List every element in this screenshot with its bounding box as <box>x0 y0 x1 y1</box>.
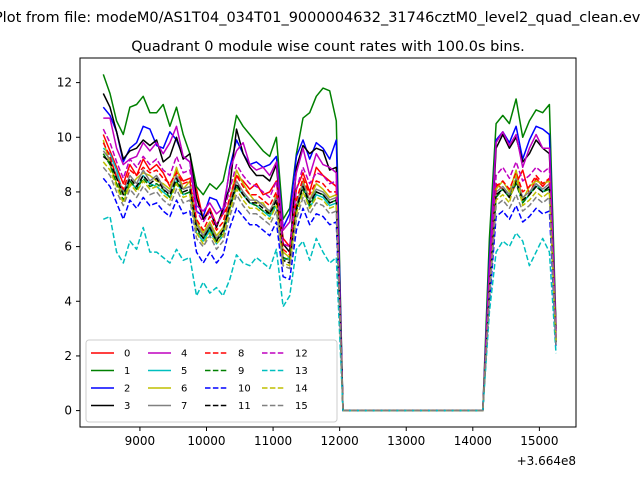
series-line-11 <box>102 155 557 412</box>
series-line-8 <box>102 142 557 412</box>
y-tick-label: 6 <box>64 240 72 254</box>
x-tick-label: 12000 <box>321 434 359 448</box>
legend-label-13: 13 <box>295 366 308 377</box>
y-tick-label: 2 <box>64 349 72 363</box>
figure-suptitle: Plot from file: modeM0/AS1T04_034T01_900… <box>0 10 640 26</box>
x-tick-label: 15000 <box>520 434 558 448</box>
x-tick-label: 9000 <box>125 434 156 448</box>
series-line-1 <box>102 74 557 412</box>
series-lines <box>102 74 557 412</box>
x-offset-label: +3.664e8 <box>517 454 576 468</box>
legend-label-6: 6 <box>181 384 187 395</box>
legend-label-3: 3 <box>124 401 130 412</box>
legend-label-0: 0 <box>124 349 130 360</box>
x-tick-label: 14000 <box>454 434 492 448</box>
series-line-4 <box>103 117 557 412</box>
series-line-13 <box>103 215 557 412</box>
series-line-9 <box>102 153 557 412</box>
x-tick-label: 10000 <box>187 434 225 448</box>
legend-label-7: 7 <box>181 401 187 412</box>
series-line-14 <box>102 161 557 412</box>
x-tick-label: 11000 <box>254 434 292 448</box>
legend-label-9: 9 <box>238 366 244 377</box>
x-tick-label: 13000 <box>387 434 425 448</box>
legend-label-5: 5 <box>181 366 187 377</box>
series-line-15 <box>102 166 557 412</box>
chart-title: Quadrant 0 module wise count rates with … <box>131 39 525 55</box>
legend-label-4: 4 <box>181 349 187 360</box>
series-line-12 <box>102 128 557 412</box>
y-tick-label: 4 <box>64 294 72 308</box>
y-tick-label: 8 <box>64 185 72 199</box>
legend-label-15: 15 <box>295 401 308 412</box>
plot-frame <box>79 57 577 428</box>
y-tick-label: 10 <box>57 130 72 144</box>
legend-label-12: 12 <box>295 349 308 360</box>
legend-label-10: 10 <box>238 384 251 395</box>
legend-label-14: 14 <box>295 384 308 395</box>
legend-label-1: 1 <box>124 366 130 377</box>
series-line-10 <box>102 177 557 412</box>
legend-label-11: 11 <box>238 401 251 412</box>
axes: 9000 10000 11000 12000 13000 14000 15000 0 2 4 6 8 1… <box>57 76 559 448</box>
y-tick-label: 0 <box>64 404 72 418</box>
legend-label-8: 8 <box>238 349 244 360</box>
y-tick-label: 12 <box>57 76 72 90</box>
legend-box <box>85 339 338 423</box>
legend-label-2: 2 <box>124 384 130 395</box>
series-line-7 <box>102 150 557 412</box>
